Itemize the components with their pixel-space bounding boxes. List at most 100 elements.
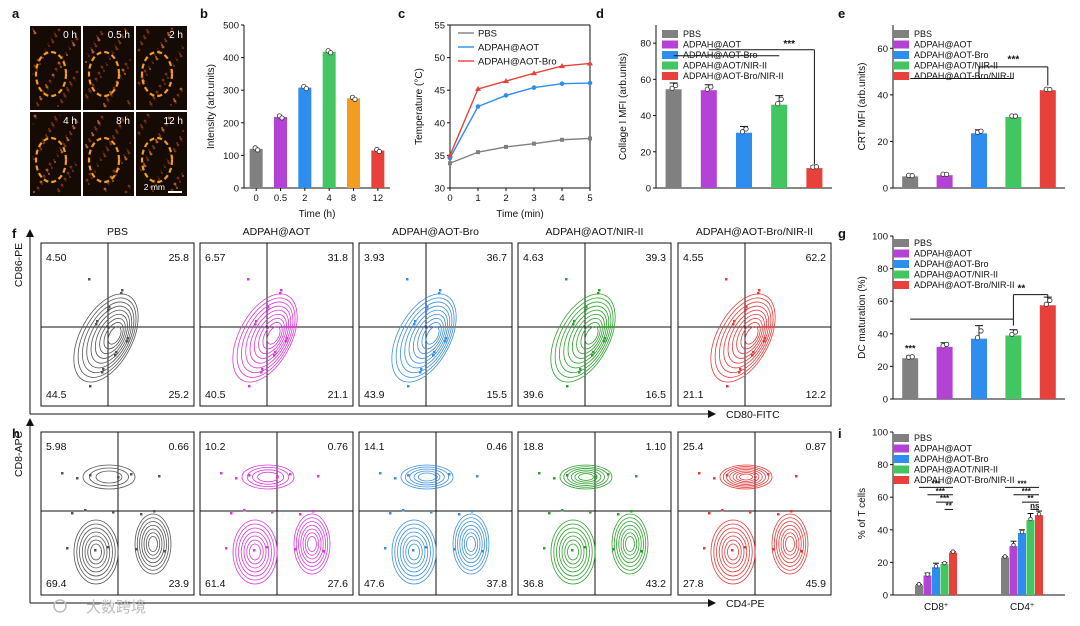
quadrant-value-ll: 43.9 <box>364 389 385 401</box>
event-dot <box>379 472 382 475</box>
quadrant-value-ll: 47.6 <box>364 578 385 590</box>
series-line <box>449 82 591 159</box>
contour <box>567 468 605 486</box>
tissue-speck <box>50 37 52 39</box>
contour <box>413 470 441 484</box>
plot-frame <box>40 242 195 407</box>
event-dot <box>294 548 297 551</box>
y-tick-label: 40 <box>640 111 651 122</box>
quadrant-value-ul: 4.63 <box>523 252 544 264</box>
tissue-speck <box>106 64 108 66</box>
tissue-speck <box>103 153 105 155</box>
tissue-speck <box>48 128 50 130</box>
flow-plot: ADPAH@AOT-Bro 3.93 36.7 43.9 15.5 <box>358 226 513 407</box>
tissue-speck <box>103 154 107 158</box>
data-point <box>669 85 675 91</box>
tissue-speck <box>149 101 151 103</box>
tissue-speck <box>33 158 35 160</box>
x-tick-label: 3 <box>531 193 536 204</box>
tissue-speck <box>146 158 150 162</box>
tissue-speck <box>69 48 71 50</box>
y-tick-label: 50 <box>434 53 445 64</box>
tissue-speck <box>143 69 147 73</box>
superscript: + <box>1030 602 1034 609</box>
tissue-speck <box>103 187 107 191</box>
series-marker <box>531 70 537 76</box>
contour <box>563 305 610 369</box>
quadrant-value-lr: 23.9 <box>169 578 190 590</box>
plot-title: PBS <box>107 226 128 238</box>
tissue-speck <box>47 88 49 90</box>
tissue-speck <box>181 173 183 175</box>
tissue-speck <box>102 151 104 153</box>
contour <box>452 513 490 575</box>
tissue-speck <box>106 98 110 102</box>
quadrant-value-lr: 21.1 <box>328 389 349 401</box>
y-tick-label: 0 <box>883 395 888 406</box>
series-marker <box>560 137 564 142</box>
event-dot <box>585 306 588 309</box>
tissue-speck <box>97 120 99 122</box>
tissue-speck <box>91 50 95 54</box>
tissue-speck <box>129 187 131 189</box>
flow-plot: PBS 4.50 25.8 44.5 25.2 <box>40 226 195 407</box>
bar <box>1035 515 1043 595</box>
data-point <box>1043 301 1049 307</box>
event-dot <box>426 306 429 309</box>
tissue-speck <box>161 128 165 132</box>
data-point <box>1002 554 1008 559</box>
event-dot <box>744 309 747 312</box>
tissue-speck <box>158 178 160 180</box>
series-marker <box>503 78 509 84</box>
legend-swatch <box>893 476 909 484</box>
tissue-speck <box>152 62 154 64</box>
contour <box>776 521 804 567</box>
tissue-speck <box>123 154 125 156</box>
contour <box>785 536 795 552</box>
tissue-speck <box>62 58 64 60</box>
tissue-speck <box>85 178 89 182</box>
tissue-speck <box>41 138 43 140</box>
data-point <box>813 164 820 170</box>
contour <box>145 532 161 556</box>
tissue-speck <box>161 172 163 174</box>
tissue-speck <box>42 174 46 178</box>
contour <box>90 309 131 364</box>
quadrant-value-ll: 69.4 <box>46 578 67 590</box>
event-dot <box>591 354 594 357</box>
tissue-speck <box>109 141 111 143</box>
y-tick-label: 55 <box>434 21 445 32</box>
data-point <box>376 148 382 155</box>
y-tick-label: 20 <box>877 558 888 569</box>
significance-label: ** <box>946 501 953 510</box>
contour <box>249 309 290 364</box>
legend-swatch <box>893 30 909 38</box>
event-dot <box>280 289 283 292</box>
event-dot <box>604 337 607 340</box>
data-point <box>1047 297 1053 303</box>
tissue-speck <box>97 38 101 42</box>
event-dot <box>322 550 325 553</box>
legend-label: PBS <box>478 29 497 40</box>
tissue-speck <box>149 151 151 153</box>
event-dot <box>635 475 638 478</box>
event-dot <box>713 477 716 480</box>
event-dot <box>412 549 415 552</box>
flow-plot: 25.4 0.87 27.8 45.9 <box>677 431 832 596</box>
quadrant-value-lr: 25.2 <box>169 389 190 401</box>
significance-label: ns <box>1030 501 1040 510</box>
tissue-speck <box>172 30 174 32</box>
event-dot <box>130 473 133 476</box>
event-dot <box>266 546 269 549</box>
legend-swatch <box>662 30 678 38</box>
tissue-speck <box>33 31 37 35</box>
plot-frame <box>677 242 832 407</box>
tissue-speck <box>109 58 111 60</box>
tissue-speck <box>93 169 95 171</box>
x-tick-label: 4 <box>327 193 332 204</box>
tissue-speck <box>160 87 162 89</box>
bar <box>298 87 312 188</box>
contour <box>553 523 593 581</box>
tissue-speck <box>42 141 46 145</box>
event-dot <box>598 289 601 292</box>
